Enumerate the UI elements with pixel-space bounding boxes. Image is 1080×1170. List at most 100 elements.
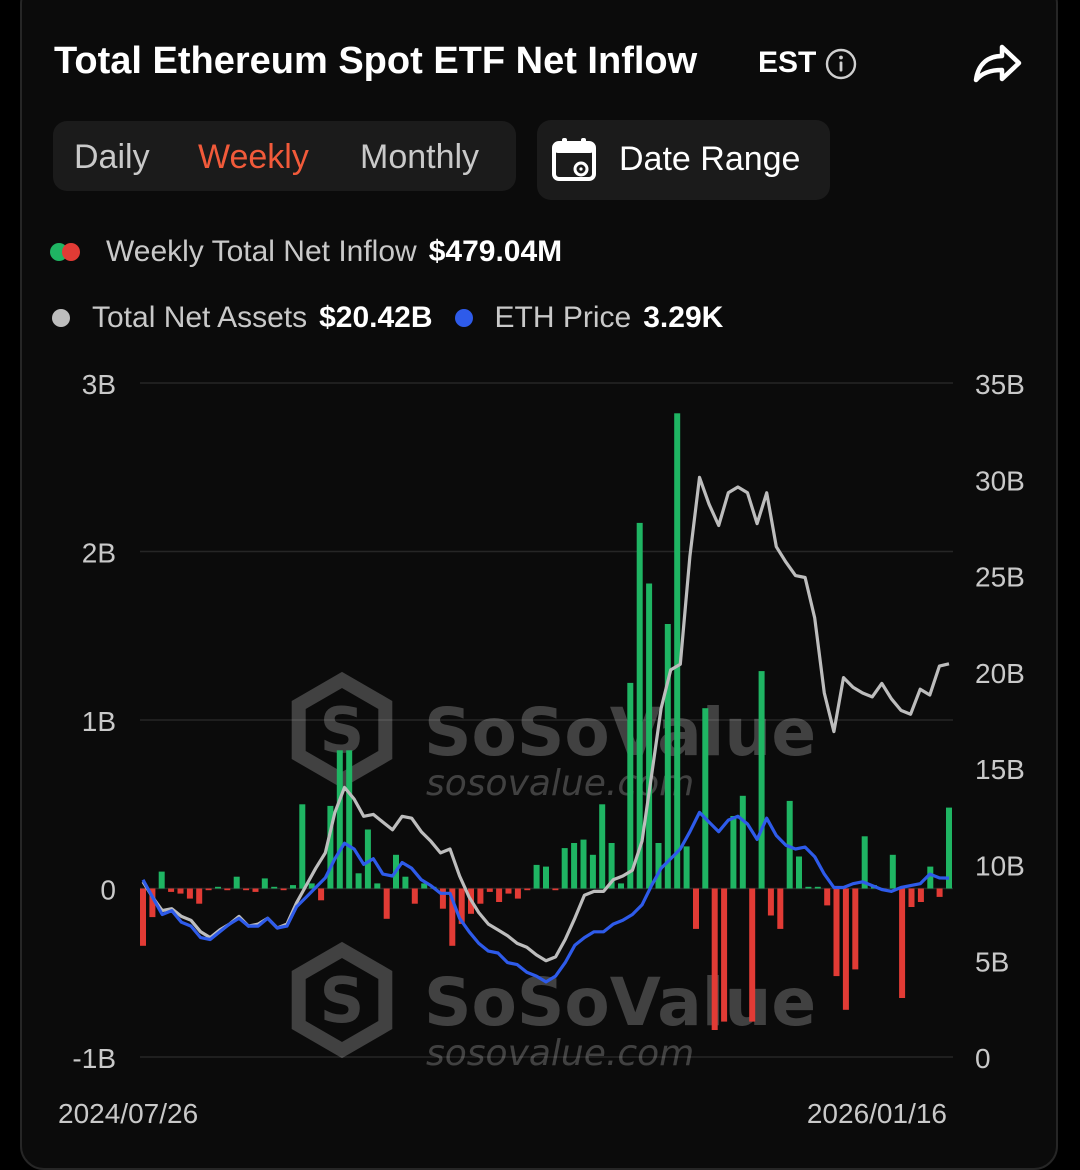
inflow-bar [852,888,859,970]
inflow-bar [243,888,250,891]
inflow-bar [458,888,465,924]
inflow-bar [196,888,203,904]
inflow-bar [824,888,831,906]
inflow-bar [702,708,709,889]
inflow-bar [346,750,353,889]
inflow-bar [514,888,521,899]
inflow-bar [383,888,390,919]
inflow-bar [364,829,371,889]
y-right-tick-label: 25B [975,562,1025,593]
inflow-bar [693,888,699,929]
inflow-bar [805,886,812,889]
x-start-label: 2024/07/26 [58,1098,198,1129]
inflow-bar [814,886,821,889]
inflow-bar [486,888,493,892]
inflow-bar [318,888,325,901]
y-left-tick-label: 2B [82,538,116,569]
inflow-bar [308,883,315,889]
inflow-bar [205,888,212,891]
inflow-bar [777,888,784,929]
inflow-bar [889,854,896,889]
inflow-bar [421,883,428,889]
inflow-legend-icon [50,243,80,261]
inflow-chart[interactable]: 3B 2B 1B 0 -1B 35B 30B 25B 20B 15B 10B 5B 0 S SoSoValu… [0,360,1080,1155]
inflow-bar [140,888,146,946]
y-right-tick-label: 30B [975,465,1025,496]
inflow-bar [561,848,568,889]
price-legend-dot [454,309,473,327]
eth-price-line [141,810,950,984]
inflow-bar [261,878,268,889]
inflow-bar [252,888,259,892]
y-left-tick-label: 0 [100,875,116,906]
inflow-bar [496,888,503,902]
inflow-bar [224,888,231,891]
inflow-legend-label: Weekly Total Net Inflow [106,235,417,268]
chart-card [20,0,1058,1170]
date-range-label: Date Range [619,140,801,178]
inflow-bar [721,888,728,1022]
inflow-bar [861,836,868,889]
svg-text:SoSoValue: SoSoValue [424,964,816,1041]
inflow-bar [280,888,287,891]
inflow-bar [327,805,334,889]
inflow-bar [608,843,615,889]
inflow-bar [927,866,934,889]
tab-weekly[interactable]: Weekly [198,138,309,176]
inflow-bar [290,885,296,889]
inflow-bar [505,888,512,894]
inflow-bar [149,888,156,918]
inflow-bar [664,624,671,889]
inflow-bar [186,888,193,899]
inflow-bar [674,413,681,889]
tab-monthly[interactable]: Monthly [360,138,480,176]
inflow-bar [543,866,549,889]
inflow-bar [627,682,634,889]
inflow-bar [683,846,690,889]
interval-tabs: Daily Weekly Monthly [53,121,516,191]
inflow-bar [917,888,924,902]
svg-text:sosovalue.com: sosovalue.com [426,1033,694,1074]
inflow-bar [571,843,578,889]
y-left-tick-label: -1B [72,1043,116,1074]
inflow-bar [168,888,175,892]
y-right-tick-label: 0 [975,1043,991,1074]
inflow-bar [589,854,596,889]
timezone-label[interactable]: EST [758,46,817,79]
inflow-bar [899,888,906,998]
legend-inflow[interactable]: Weekly Total Net Inflow $479.04M [50,235,562,269]
inflow-bar [580,839,587,889]
inflow-bar [355,873,362,889]
assets-legend-value: $20.42B [319,301,433,334]
inflow-legend-value: $479.04M [428,235,563,268]
info-icon[interactable] [825,48,857,80]
inflow-bar [299,804,306,889]
legend-assets-price: Total Net Assets $20.42B ETH Price 3.29K [52,301,723,335]
date-range-button[interactable]: Date Range [537,120,830,200]
inflow-bar [439,888,446,909]
inflow-bar [636,522,643,889]
calendar-icon [552,138,596,181]
x-end-label: 2026/01/16 [807,1098,947,1129]
inflow-bar [786,800,793,889]
inflow-bar [477,888,484,904]
inflow-bar [730,816,737,889]
y-right-tick-label: 35B [975,369,1025,400]
assets-legend-label[interactable]: Total Net Assets [92,301,308,334]
price-legend-label[interactable]: ETH Price [494,301,632,334]
tab-daily[interactable]: Daily [74,138,150,176]
inflow-bar [215,886,221,889]
y-right-tick-label: 20B [975,658,1025,689]
inflow-bar [833,888,840,977]
inflow-bar [336,750,343,889]
inflow-bar [739,795,746,889]
share-icon[interactable] [970,40,1024,88]
inflow-bar [158,871,165,889]
inflow-bar [946,807,952,889]
inflow-bar [374,883,381,889]
inflow-bar [908,888,915,907]
svg-text:S: S [320,964,365,1037]
inflow-bar [524,888,531,891]
